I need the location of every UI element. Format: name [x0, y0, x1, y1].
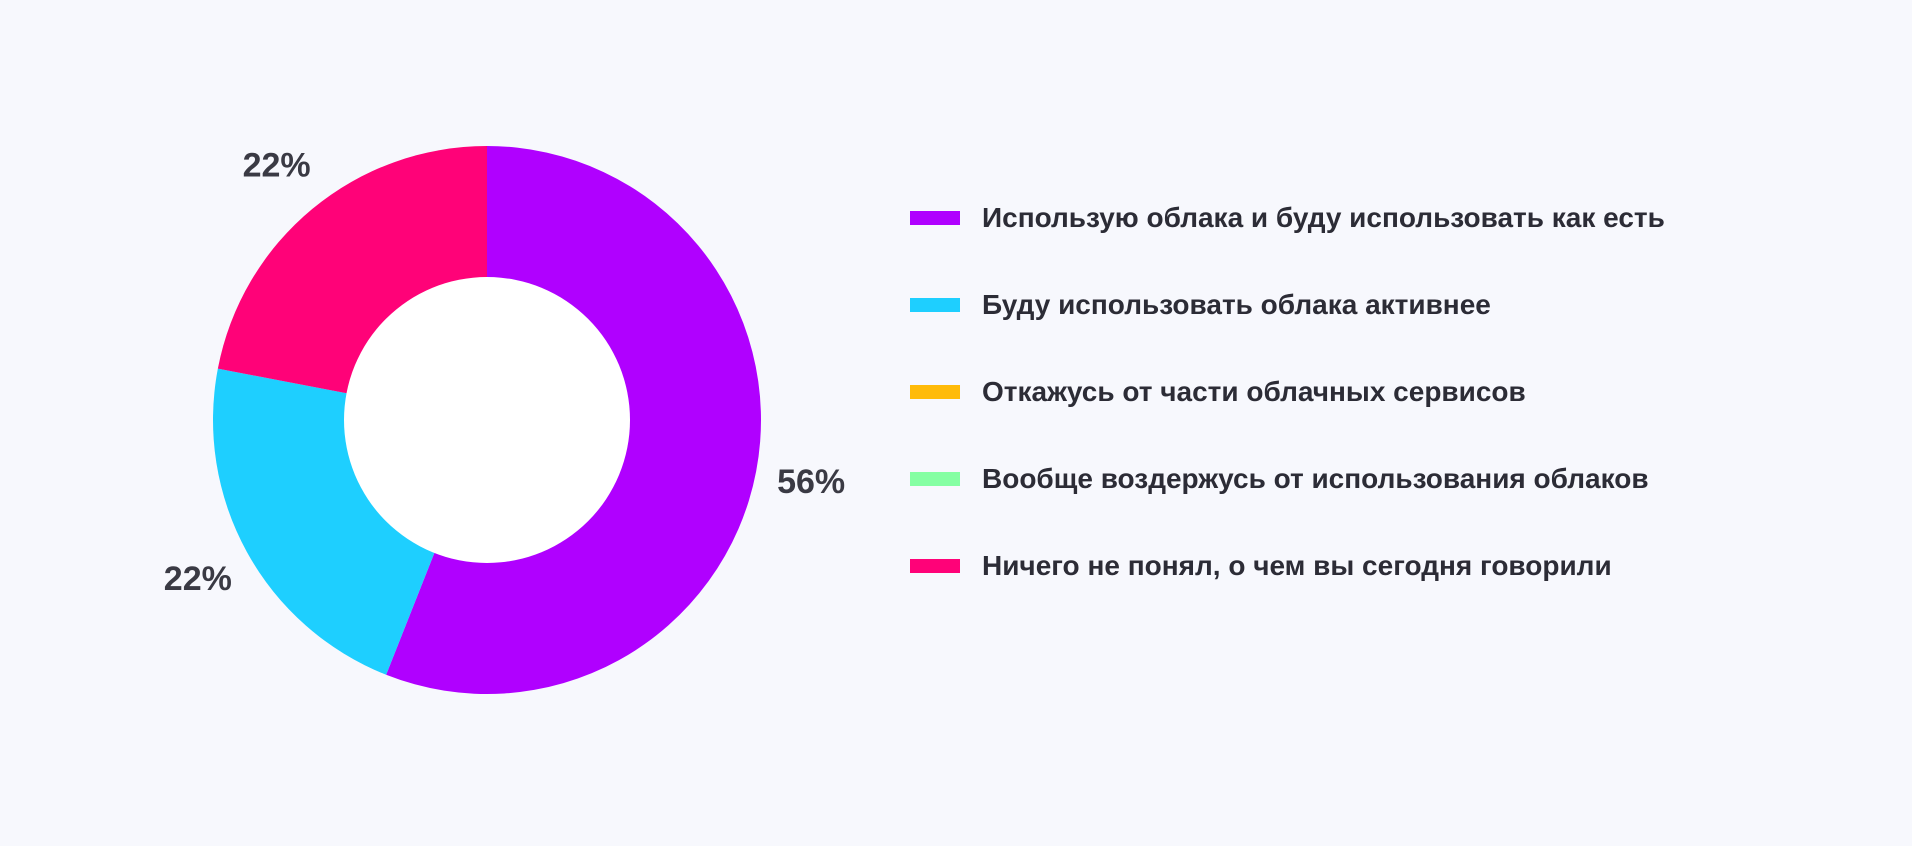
slice-label-4: 22% — [243, 147, 311, 185]
legend-item: Откажусь от части облачных сервисов — [910, 362, 1665, 422]
legend-label: Ничего не понял, о чем вы сегодня говори… — [982, 550, 1612, 581]
legend-label: Буду использовать облака активнее — [982, 289, 1491, 320]
legend-swatch — [910, 472, 960, 486]
legend-label: Использую облака и буду использовать как… — [982, 202, 1665, 233]
legend-swatch — [910, 298, 960, 312]
slice-label-1: 22% — [164, 560, 232, 598]
slice-label-0: 56% — [777, 463, 845, 501]
legend-item: Буду использовать облака активнее — [910, 275, 1665, 335]
legend: Использую облака и буду использовать как… — [910, 188, 1665, 623]
slice-labels: 56% 22% 22% — [164, 147, 845, 598]
donut-chart: 56% 22% 22% — [164, 146, 845, 694]
legend-swatch — [910, 211, 960, 225]
legend-swatch — [910, 385, 960, 399]
legend-label: Вообще воздержусь от использования облак… — [982, 463, 1649, 494]
legend-swatch — [910, 559, 960, 573]
legend-item: Вообще воздержусь от использования облак… — [910, 449, 1665, 509]
legend-item: Ничего не понял, о чем вы сегодня говори… — [910, 536, 1665, 596]
donut-hole — [344, 277, 630, 563]
legend-item: Использую облака и буду использовать как… — [910, 188, 1665, 248]
legend-label: Откажусь от части облачных сервисов — [982, 376, 1526, 407]
